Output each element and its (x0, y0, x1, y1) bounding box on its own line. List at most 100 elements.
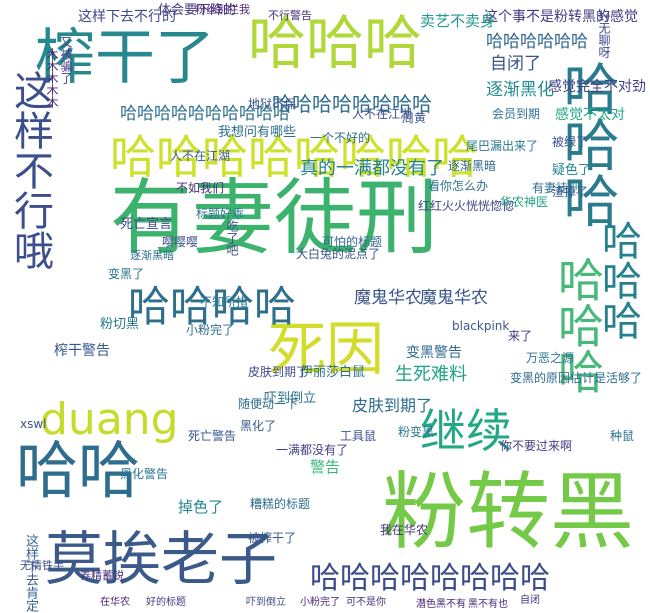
word-bu-ru-wo-men: 不如我们 (176, 181, 225, 195)
word-fen-zhuan-hei-phrase: 这个事不是粉转黑的感觉 (484, 9, 638, 25)
word-bei-zha-gan-le: 被榨干了 (248, 531, 297, 545)
word-zhen-de-yi-man: 真的一满都没有了 (300, 158, 444, 179)
word-haha-row-10: 哈哈哈哈哈哈哈哈哈哈 (120, 104, 290, 124)
word-ren-bu-zai-jiang-hu-2: 人不在江湖 (352, 107, 413, 121)
word-zhu-jian-hei-hua: 逐渐黑化 (486, 80, 554, 100)
word-hei-hua-le: 黑化了 (240, 419, 277, 433)
word-kan-ni-zen-me-ban: 看你怎么办 (428, 179, 489, 193)
word-haha-row-yellow: 哈哈哈哈哈哈哈哈 (110, 130, 478, 184)
word-bu-zhi-suo-cuo: 不知所措 (200, 295, 249, 309)
word-you-qi-tu-xing-small: 有妻徒刑 (532, 181, 581, 195)
word-wu-qing-tie-shou: 无情铁手 (20, 559, 64, 572)
word-yang-jing-xu-rui: 养精蓄锐 (80, 569, 124, 582)
word-xia-dao-dao-li: 吓到倒立 (264, 391, 317, 406)
word-duang: duang (40, 394, 179, 445)
word-lai-le: 来了 (508, 329, 533, 343)
word-gong-ju-shu: 工具鼠 (340, 429, 377, 443)
word-yi-man-dou-mei-you: 一满都没有了 (276, 443, 349, 457)
word-fen-qie-hei: 粉切黑 (100, 317, 140, 332)
word-yi-se-le: 疑色了 (552, 163, 592, 178)
word-pi-fu-dao-qi-2: 皮肤到期了 (248, 365, 309, 379)
word-si-yin: 死因 (268, 315, 385, 383)
word-zi-bi-le: 自闭了 (490, 54, 541, 74)
word-hahaha-vertical-green: 哈哈哈 (551, 256, 605, 394)
word-xiao-fen-wan-le: 小粉完了 (186, 323, 235, 337)
word-mu-mu: 木木木木木 (45, 48, 59, 108)
word-hua-nong-shen-yi: 华农神医 (500, 195, 549, 209)
word-hahaha-top: 哈哈哈 (248, 9, 423, 77)
word-hahaha-vertical-far-right: 哈哈哈 (595, 220, 641, 340)
word-zhou-huang: 周黄 (402, 111, 427, 125)
word-chi-le-ba: 吃了吧 (225, 220, 239, 256)
word-wo-zai-hua-nong: 我在华农 (380, 523, 429, 537)
word-yi-ge-bu-hao: 一个不好的 (310, 131, 371, 145)
word-xiao-fen-wan-le-2: 小粉完了 (300, 597, 340, 608)
word-sheng-si-nan-liao: 生死难料 (395, 364, 467, 385)
word-you-bei-pian-le: 又被骗了 (59, 36, 73, 84)
word-wo-xiang-wen: 我想问有哪些 (218, 125, 297, 140)
word-fen-zhuan-hei: 粉转黑 (382, 463, 635, 561)
word-zhe-yang-xia-qu: 这样下去肯定不行的 (23, 534, 38, 613)
word-zhe-yang-bu-xing-o: 这样不行哦 (7, 70, 53, 270)
word-zhong-shu: 种鼠 (610, 429, 635, 443)
word-zha-gan-jing-gao: 榨干警告 (54, 343, 110, 359)
word-ji-xu: 继续 (420, 404, 512, 458)
word-si-wang-jing-gao: 死亡警告 (188, 429, 237, 443)
word-ren-bu-zai-jiang-hu: 人不在江湖 (170, 149, 231, 163)
word-hei-hua-jing-gao: 黑化警告 (120, 467, 169, 481)
word-hao-wu-liao: 好无聊呀 (597, 10, 611, 58)
word-hui-yuan-dao-qi: 会员到期 (492, 107, 541, 121)
word-mo-ai-lao-zi: 莫挨老子 (45, 525, 278, 593)
word-mo-gui-hua-nong-1: 魔鬼华农 (354, 288, 422, 308)
word-hong-hong-huo-huo: 红红火火恍恍惚惚 (418, 199, 515, 213)
word-blackpink: blackpink (452, 319, 510, 333)
word-zhe-yang-xia-qu-bu-xing: 这样下去不行的 (78, 9, 176, 25)
word-sui-bian-dong: 随便动一下 (238, 397, 299, 411)
word-ti-hui-yao-xia-jiang: 体会要下降的 (158, 3, 237, 18)
word-gan-jue-wan-quan: 感觉完全不对劲 (548, 79, 646, 95)
word-wei-ba-lou-chu: 尾巴漏出来了 (466, 139, 539, 153)
word-you-qi-tu-xing: 有妻徒刑 (110, 171, 439, 266)
word-fen-si-bie-lan: 粉丝别拦我 (195, 3, 250, 16)
word-bian-hei-le: 变黑了 (108, 267, 145, 281)
word-di-yu-bu-bao: 地狱不保 (248, 97, 297, 111)
word-bu-xing-jing-gao: 不行警告 (268, 9, 312, 22)
word-ying-ying-ying: 嘤嘤嘤 (162, 235, 199, 249)
word-zhu-jian-hei-an: 逐渐黑暗 (448, 159, 497, 173)
word-mai-yi-bu-mai-shen: 卖艺不卖身 (420, 12, 496, 30)
word-mo-gui-hua-nong-2: 魔鬼华农 (420, 288, 488, 308)
word-haha-row-bottom: 哈哈哈哈哈哈哈哈 (310, 561, 550, 596)
word-biao-ti-hao-guai: 标题好乖 (196, 207, 245, 221)
word-bian-hei-de-yuan-yin: 变黑的原因估计是活够了 (510, 371, 643, 385)
word-hahaha-vertical-right: 哈哈哈 (554, 60, 619, 228)
word-bian-hei-jing-gao: 变黑警告 (406, 345, 462, 361)
word-zha-diao-le: 渣掉了 (552, 185, 589, 199)
word-ke-bu-shi-ni: 可不是你 (346, 597, 386, 608)
word-jing-gao: 警告 (310, 458, 341, 476)
word-zhu-jian-hei-an-2: 逐渐黑暗 (130, 249, 174, 262)
word-haha: 哈哈 (16, 434, 141, 507)
word-pi-fu-dao-qi: 皮肤到期了 (352, 396, 433, 415)
word-bei-lv-le: 被绿了 (552, 135, 589, 149)
word-da-bai-tu: 大白兔的泥点了 (296, 247, 381, 261)
word-xswl: xswl (20, 417, 47, 431)
word-haha-row-small: 哈哈哈哈哈哈哈哈 (272, 92, 432, 116)
word-haha-6: 哈哈哈哈哈哈 (486, 32, 588, 52)
word-qian-se-hei: 潜色黑不有 (416, 599, 466, 610)
word-ke-pa-de-biao-ti: 可怕的标题 (322, 235, 383, 249)
word-si-wang-xuan-yan: 死亡宣言 (120, 217, 173, 232)
word-zao-gao-de-biao-ti: 糟糕的标题 (250, 497, 311, 511)
word-zai-hua-nong: 在华农 (100, 597, 130, 608)
word-zha-gan-le: 榨干了 (35, 23, 215, 93)
word-hei-bu-you-ye: 黑不有也 (468, 599, 508, 610)
word-hahahaha-mid: 哈哈哈哈 (128, 282, 297, 331)
word-gan-jue-bu-tai-dui: 感觉不太对 (555, 107, 625, 123)
word-wan-e-zhi-yuan: 万恶之源 (526, 351, 575, 365)
word-ni-bu-yao-guo-lai: 你不要过来啊 (500, 439, 573, 453)
word-fen-bian-hei: 粉变黑 (398, 425, 435, 439)
word-diao-se-le: 掉色了 (178, 498, 224, 516)
word-hao-de-biao-ti: 好的标题 (146, 597, 186, 608)
word-xia-dao-dao-li-2: 吓到倒立 (246, 597, 286, 608)
word-zi-bi: 自闭 (520, 595, 540, 606)
